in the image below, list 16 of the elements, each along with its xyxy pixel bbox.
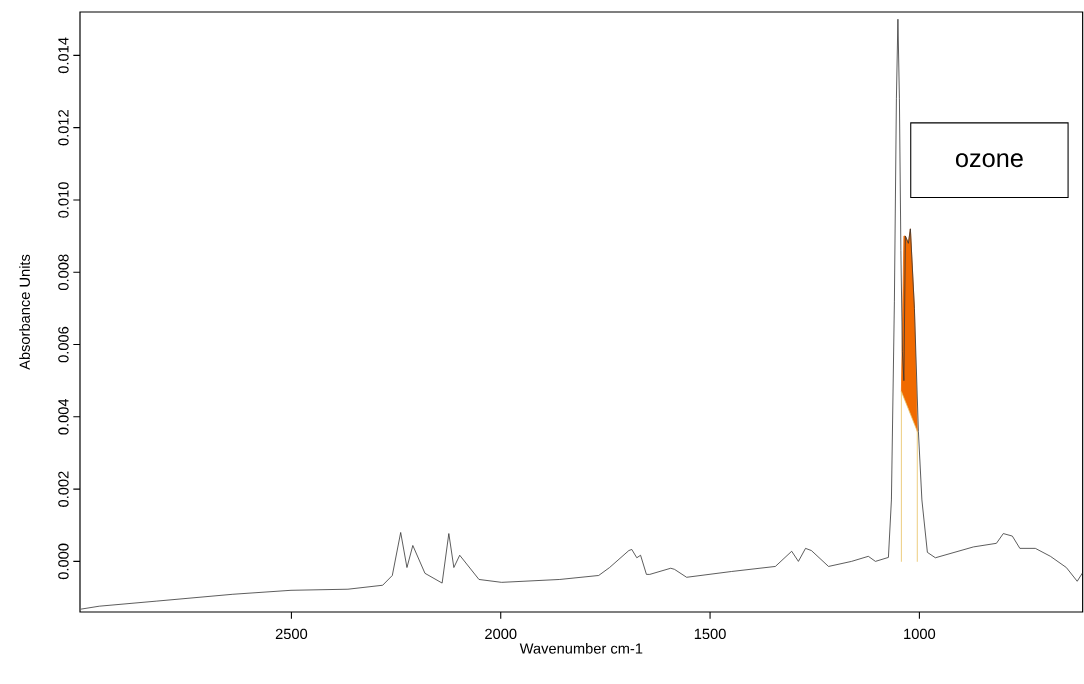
x-tick-label: 1500 [694,628,726,640]
line-series [80,18,1083,610]
y-tick-label: 0.012 [58,110,69,146]
x-axis-title: Wavenumber cm-1 [519,642,643,654]
x-tick-label: 2000 [485,628,517,640]
y-tick-label: 0.000 [58,543,69,580]
y-tick-label: 0.004 [58,398,69,435]
y-tick-label: 0.006 [58,326,69,363]
y-tick-label: 0.014 [58,37,69,74]
y-tick-label: 0.002 [58,471,69,507]
y-tick-label: 0.010 [58,182,69,218]
x-tick-label: 2500 [275,628,308,640]
y-axis-title: Absorbance Units [19,254,30,370]
annotation: ozone [955,153,1023,168]
y-tick-label: 0.008 [58,254,69,291]
x-tick-label: 1000 [904,628,936,640]
